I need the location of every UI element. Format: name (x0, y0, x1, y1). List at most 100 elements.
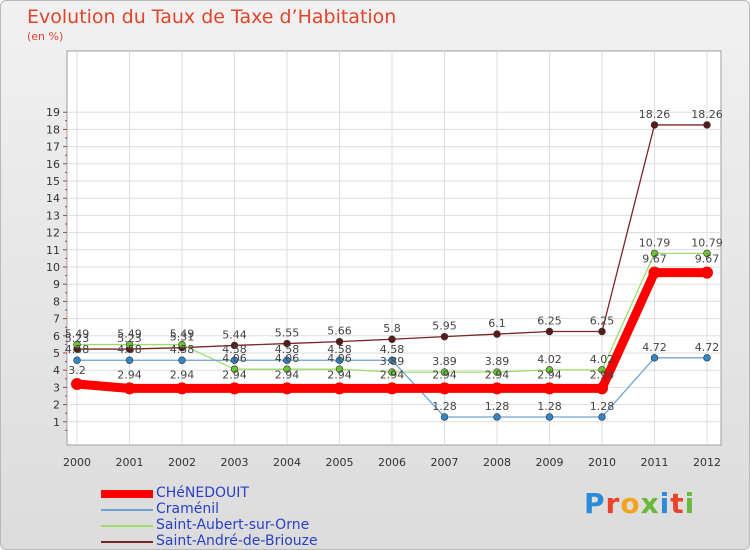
y-tick-label: 5 (53, 347, 60, 360)
data-label: 4.72 (642, 341, 667, 354)
data-label: 5.55 (275, 327, 300, 340)
data-point (598, 413, 606, 421)
data-label: 1.28 (537, 400, 562, 413)
data-point (650, 121, 659, 129)
data-label: 4.58 (275, 343, 300, 356)
logo-letter: i (684, 487, 696, 520)
data-point (283, 356, 291, 364)
data-label: 4.72 (695, 341, 720, 354)
x-tick-label: 2009 (536, 456, 564, 469)
x-tick-label: 2007 (431, 456, 459, 469)
y-tick-label: 11 (46, 244, 60, 257)
data-point (493, 413, 501, 421)
y-tick-label: 9 (53, 278, 60, 291)
data-label: 2.94 (432, 368, 457, 381)
x-tick-label: 2006 (378, 456, 406, 469)
x-tick-label: 2012 (693, 456, 721, 469)
data-point (178, 340, 186, 349)
data-point (283, 339, 291, 348)
data-label: 3.89 (485, 355, 510, 368)
data-label: 10.79 (691, 236, 723, 249)
data-label: 1.28 (432, 400, 457, 413)
data-point (440, 413, 449, 421)
data-point (230, 341, 239, 350)
data-point (545, 327, 554, 336)
logo-letter: o (620, 487, 641, 520)
data-point (125, 340, 134, 349)
x-tick-label: 2004 (273, 456, 301, 469)
data-point (596, 382, 608, 395)
y-tick-label: 18 (46, 123, 60, 136)
data-point (71, 377, 83, 390)
y-tick-label: 1 (53, 416, 60, 429)
data-point (650, 249, 659, 258)
data-label: 5.23 (65, 332, 90, 345)
data-label: 5.66 (327, 325, 352, 338)
logo-letter: t (670, 487, 685, 520)
data-label: 2.94 (222, 368, 247, 381)
data-label: 2.94 (485, 368, 510, 381)
data-label: 9.67 (695, 253, 720, 266)
data-label: 4.58 (222, 343, 247, 356)
data-label: 5.23 (117, 332, 142, 345)
data-point (440, 332, 449, 341)
chart-unit: (en %) (27, 30, 64, 43)
data-point (438, 382, 451, 395)
data-point (73, 340, 81, 349)
legend-item: Craménil (101, 501, 361, 518)
y-tick-label: 2 (53, 399, 60, 412)
data-label: 4.06 (327, 352, 352, 365)
data-label: 4.58 (170, 343, 195, 356)
y-tick-label: 10 (46, 261, 60, 274)
data-point (703, 354, 711, 362)
data-label: 18.26 (639, 108, 671, 121)
y-tick-label: 16 (46, 158, 60, 171)
legend-item: Saint-André-de-Briouze (101, 533, 361, 549)
data-label: 10.79 (639, 236, 671, 249)
y-tick-label: 12 (46, 227, 60, 240)
y-tick-label: 13 (46, 209, 60, 222)
data-labels: 5.23 5.23 5.31 5.44 5.55 5.66 5.8 5.95 6.1 6.25 6.… (65, 108, 723, 413)
plot-area (66, 50, 722, 446)
data-label: 4.02 (590, 353, 615, 366)
data-point (386, 382, 398, 395)
data-label: 2.94 (117, 368, 142, 381)
legend-label: CHéNEDOUIT (156, 485, 249, 501)
data-label: 9.67 (642, 253, 667, 266)
data-point (545, 413, 554, 421)
data-point (335, 337, 344, 346)
data-label: 2.94 (275, 368, 300, 381)
data-point (440, 368, 449, 376)
logo-letter: i (659, 487, 671, 520)
data-point (178, 356, 186, 364)
data-label: 2.94 (327, 368, 352, 381)
series (71, 121, 713, 421)
data-label: 1.28 (485, 400, 510, 413)
data-point (545, 366, 554, 374)
logo-letter: r (605, 487, 621, 520)
data-point (598, 366, 606, 374)
data-label: 5.49 (65, 328, 90, 341)
data-label: 4.06 (275, 352, 300, 365)
data-point (493, 368, 501, 376)
data-label: 3.89 (432, 355, 457, 368)
data-label: 6.25 (590, 315, 615, 328)
y-tick-label: 3 (53, 381, 60, 394)
logo-letter: x (640, 487, 660, 520)
x-tick-label: 2005 (326, 456, 354, 469)
data-point (598, 327, 606, 336)
legend-swatch (101, 509, 153, 511)
data-point (650, 354, 659, 362)
data-label: 4.58 (65, 343, 90, 356)
legend-swatch (101, 541, 153, 543)
data-point (283, 365, 291, 373)
data-point (703, 121, 711, 129)
y-tick-label: 7 (53, 313, 60, 326)
legend-label: Saint-André-de-Briouze (156, 533, 318, 549)
data-label: 3.89 (380, 355, 405, 368)
data-label: 4.02 (537, 353, 562, 366)
data-point (493, 330, 501, 338)
legend-swatch (101, 490, 153, 498)
